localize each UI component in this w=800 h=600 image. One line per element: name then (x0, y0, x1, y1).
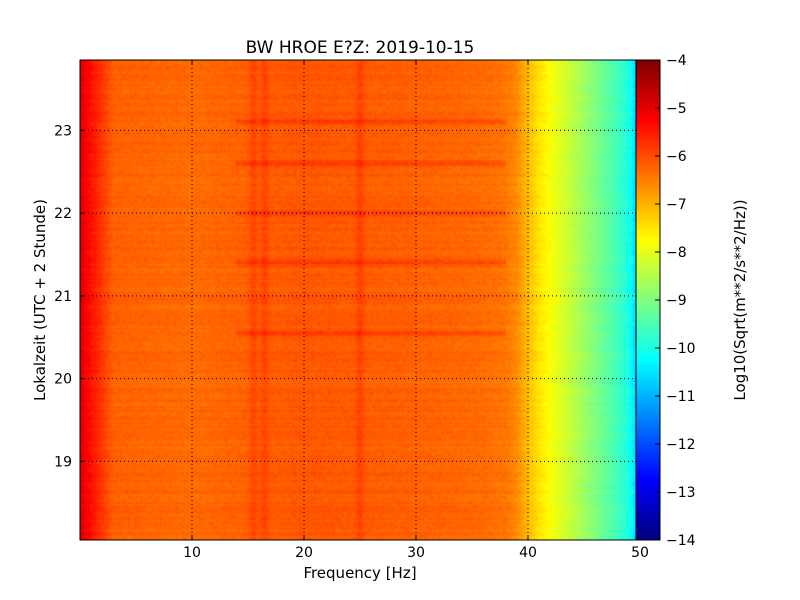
colorbar-tick-label: −7 (666, 197, 687, 213)
colorbar-tick-label: −11 (666, 389, 696, 405)
spectrogram-heatmap (80, 60, 640, 540)
x-tick-label: 40 (519, 545, 537, 561)
colorbar-ticks: −4 −5 −6 −7 −8 −9 −10 −11 −12 −13 −14 (655, 53, 696, 549)
x-tick-label: 50 (631, 545, 649, 561)
y-axis-label: Lokalzeit (UTC + 2 Stunde) (31, 199, 49, 401)
colorbar-tick-label: −6 (666, 149, 687, 165)
colorbar-tick-label: −8 (666, 245, 687, 261)
colorbar-label: Log10(Sqrt(m**2/s**2/Hz)) (731, 199, 749, 400)
chart-title: BW HROE E?Z: 2019-10-15 (246, 38, 475, 58)
x-tick-label: 30 (407, 545, 425, 561)
colorbar-tick-label: −13 (666, 485, 696, 501)
x-tick-label: 20 (295, 545, 313, 561)
colorbar: −4 −5 −6 −7 −8 −9 −10 −11 −12 −13 −14 Log10(Sqrt(m… (635, 53, 749, 549)
grid-lines (80, 60, 640, 540)
y-tick-label: 19 (54, 454, 72, 470)
y-tick-label: 22 (54, 206, 72, 222)
y-tick-label: 21 (54, 289, 72, 305)
x-tick-label: 10 (183, 545, 201, 561)
x-axis-label: Frequency [Hz] (303, 564, 416, 582)
colorbar-tick-label: −4 (666, 53, 687, 69)
colorbar-tick-label: −5 (666, 101, 687, 117)
colorbar-tick-label: −14 (666, 533, 696, 549)
colorbar-tick-label: −10 (666, 341, 696, 357)
plot-area: 10 20 30 40 50 19 20 21 22 23 (54, 59, 649, 561)
colorbar-tick-label: −9 (666, 293, 687, 309)
colorbar-tick-label: −12 (666, 437, 696, 453)
y-tick-label: 20 (54, 372, 72, 388)
y-tick-label: 23 (54, 123, 72, 139)
